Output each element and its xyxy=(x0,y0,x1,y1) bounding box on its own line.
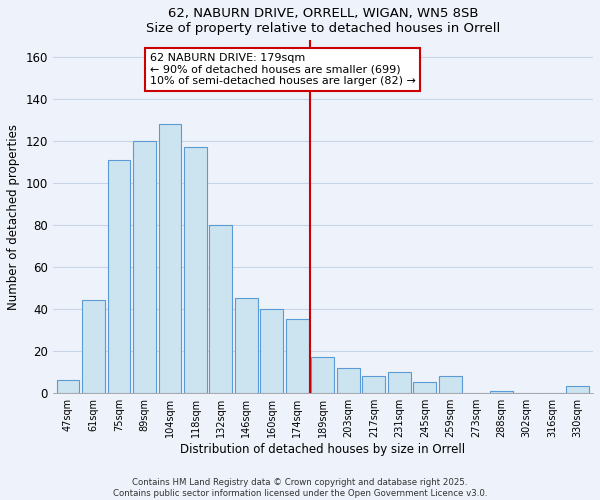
Bar xyxy=(235,298,258,393)
Bar xyxy=(107,160,130,393)
Bar xyxy=(209,225,232,393)
Bar xyxy=(56,380,79,393)
Bar xyxy=(490,390,513,393)
Y-axis label: Number of detached properties: Number of detached properties xyxy=(7,124,20,310)
Bar xyxy=(439,376,462,393)
Bar xyxy=(413,382,436,393)
Bar xyxy=(388,372,411,393)
Bar xyxy=(158,124,181,393)
Bar xyxy=(82,300,105,393)
X-axis label: Distribution of detached houses by size in Orrell: Distribution of detached houses by size … xyxy=(181,442,466,456)
Text: Contains HM Land Registry data © Crown copyright and database right 2025.
Contai: Contains HM Land Registry data © Crown c… xyxy=(113,478,487,498)
Bar xyxy=(337,368,360,393)
Bar xyxy=(311,357,334,393)
Bar xyxy=(362,376,385,393)
Bar xyxy=(184,148,207,393)
Bar xyxy=(286,320,309,393)
Bar xyxy=(133,141,156,393)
Title: 62, NABURN DRIVE, ORRELL, WIGAN, WN5 8SB
Size of property relative to detached h: 62, NABURN DRIVE, ORRELL, WIGAN, WN5 8SB… xyxy=(146,7,500,35)
Text: 62 NABURN DRIVE: 179sqm
← 90% of detached houses are smaller (699)
10% of semi-d: 62 NABURN DRIVE: 179sqm ← 90% of detache… xyxy=(149,53,415,86)
Bar xyxy=(260,309,283,393)
Bar xyxy=(566,386,589,393)
